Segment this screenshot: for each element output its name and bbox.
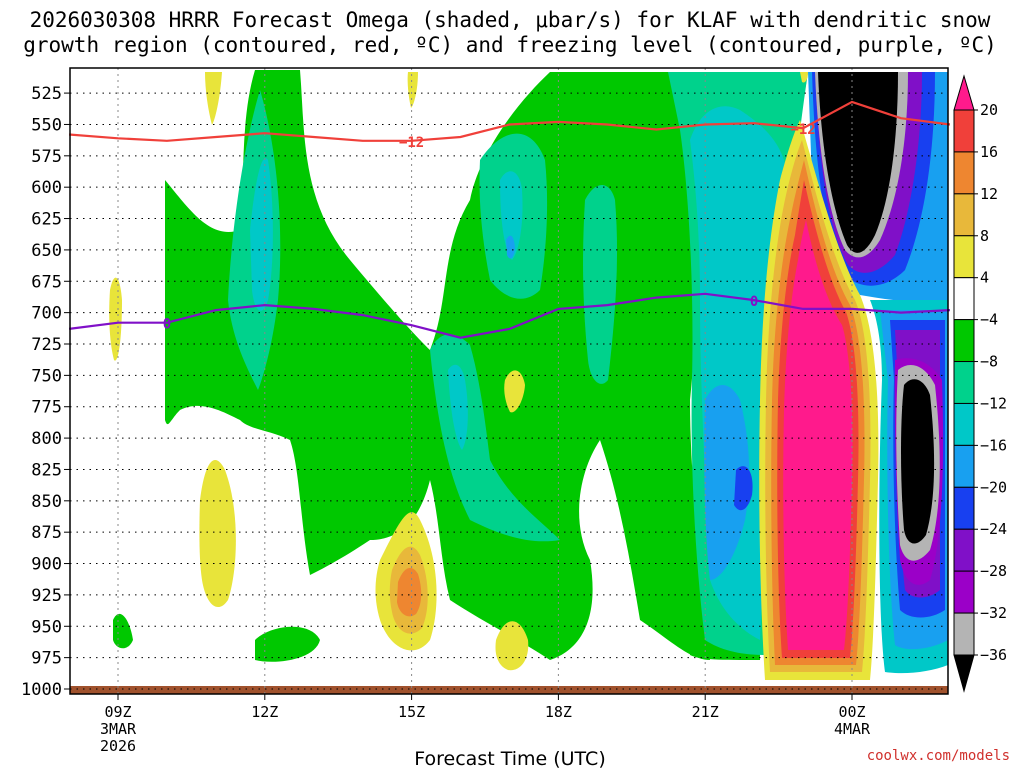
omega-region bbox=[504, 370, 525, 413]
plot-area: −12 −12 0 0 bbox=[68, 67, 951, 695]
y-tick-label: 875 bbox=[31, 523, 62, 543]
x-tick-label: 15Z bbox=[398, 703, 425, 721]
omega-region bbox=[818, 72, 898, 253]
omega-region bbox=[109, 277, 122, 361]
colorbar-segment bbox=[953, 528, 975, 572]
x-tick-label: 00Z bbox=[838, 703, 865, 721]
colorbar-segment bbox=[953, 193, 975, 237]
colorbar-label: −20 bbox=[980, 478, 1007, 496]
omega-region bbox=[199, 460, 236, 608]
x-tick-label: 12Z bbox=[251, 703, 278, 721]
y-tick-label: 925 bbox=[31, 586, 62, 606]
omega-region bbox=[397, 567, 422, 617]
x-axis-label: Forecast Time (UTC) bbox=[414, 748, 605, 768]
colorbar-label: −28 bbox=[980, 562, 1007, 580]
ground-surface bbox=[70, 686, 948, 694]
credit-text: coolwx.com/models bbox=[867, 748, 1010, 764]
y-axis-ticks: 525 550 575 600 625 650 675 700 725 750 775 800 825 8… bbox=[21, 84, 70, 700]
dgz-contour-label: −12 bbox=[790, 122, 815, 138]
colorbar-segment bbox=[953, 570, 975, 614]
colorbar-segment bbox=[953, 151, 975, 195]
y-tick-label: 700 bbox=[31, 304, 62, 324]
x-tick-label: 21Z bbox=[692, 703, 719, 721]
omega-region bbox=[255, 626, 320, 662]
omega-region bbox=[583, 185, 618, 384]
y-tick-label: 625 bbox=[31, 210, 62, 230]
y-tick-label: 600 bbox=[31, 178, 62, 198]
x-tick-label: 18Z bbox=[545, 703, 572, 721]
omega-region bbox=[500, 171, 523, 260]
colorbar-segment bbox=[953, 74, 975, 111]
omega-region bbox=[901, 379, 935, 544]
colorbar-segment bbox=[953, 361, 975, 404]
colorbar-segment bbox=[953, 277, 975, 321]
y-tick-label: 750 bbox=[31, 366, 62, 386]
colorbar-segment bbox=[953, 486, 975, 530]
omega-region bbox=[448, 364, 468, 450]
colorbar-label: −16 bbox=[980, 436, 1007, 454]
y-tick-label: 1000 bbox=[21, 680, 62, 700]
colorbar-label: −32 bbox=[980, 604, 1007, 622]
colorbar: 20 16 12 8 4 −4 −8 −12 −16 −20 −24 −28 −32 −36 bbox=[953, 74, 1007, 693]
colorbar-label: 16 bbox=[980, 143, 998, 161]
freezing-level-contour-label: 0 bbox=[750, 294, 758, 310]
freezing-level-contour-label: 0 bbox=[163, 317, 171, 333]
omega-region bbox=[495, 621, 529, 671]
omega-region bbox=[407, 72, 418, 108]
x-tick-label: 3MAR bbox=[100, 720, 137, 738]
omega-region bbox=[783, 220, 853, 650]
chart-title-line1: 2026030308 HRRR Forecast Omega (shaded, … bbox=[30, 8, 991, 32]
omega-region bbox=[506, 235, 515, 259]
y-tick-label: 900 bbox=[31, 555, 62, 575]
colorbar-segment bbox=[953, 402, 975, 446]
y-tick-label: 975 bbox=[31, 649, 62, 669]
colorbar-label: −24 bbox=[980, 520, 1007, 538]
colorbar-label: −8 bbox=[980, 353, 998, 371]
y-tick-label: 950 bbox=[31, 617, 62, 637]
omega-region bbox=[800, 72, 808, 83]
y-tick-label: 575 bbox=[31, 147, 62, 167]
plot-frame bbox=[69, 67, 949, 695]
grid-lines bbox=[70, 68, 948, 694]
y-tick-label: 850 bbox=[31, 492, 62, 512]
y-tick-label: 825 bbox=[31, 460, 62, 480]
omega-region bbox=[205, 72, 222, 125]
contour-lines: −12 −12 0 0 bbox=[68, 100, 951, 339]
omega-region bbox=[704, 385, 750, 580]
x-tick-label: 2026 bbox=[100, 737, 136, 755]
y-tick-label: 800 bbox=[31, 429, 62, 449]
colorbar-segment bbox=[953, 654, 975, 693]
chart-title-line2: growth region (contoured, red, ºC) and f… bbox=[23, 33, 997, 57]
freezing-level-contour-line bbox=[68, 292, 950, 339]
colorbar-label: 4 bbox=[980, 269, 989, 287]
y-tick-label: 675 bbox=[31, 272, 62, 292]
omega-shading bbox=[70, 70, 948, 694]
y-tick-label: 525 bbox=[31, 84, 62, 104]
colorbar-segment bbox=[953, 235, 975, 279]
colorbar-segment bbox=[953, 444, 975, 488]
x-tick-label: 4MAR bbox=[834, 720, 871, 738]
omega-region bbox=[734, 466, 753, 511]
colorbar-segment bbox=[953, 612, 975, 656]
colorbar-label: −36 bbox=[980, 646, 1007, 664]
y-tick-label: 650 bbox=[31, 241, 62, 261]
y-tick-label: 725 bbox=[31, 335, 62, 355]
colorbar-label: −12 bbox=[980, 394, 1007, 412]
colorbar-label: 12 bbox=[980, 185, 998, 203]
colorbar-segment bbox=[953, 319, 975, 363]
colorbar-label: 20 bbox=[980, 101, 998, 119]
y-tick-label: 550 bbox=[31, 115, 62, 135]
x-tick-label: 09Z bbox=[104, 703, 131, 721]
colorbar-label: −4 bbox=[980, 311, 998, 329]
colorbar-segment bbox=[953, 109, 975, 153]
dgz-contour-label: −12 bbox=[399, 135, 424, 151]
colorbar-label: 8 bbox=[980, 227, 989, 245]
omega-region bbox=[250, 158, 273, 311]
dgz-contour-line bbox=[69, 100, 951, 142]
y-tick-label: 775 bbox=[31, 398, 62, 418]
